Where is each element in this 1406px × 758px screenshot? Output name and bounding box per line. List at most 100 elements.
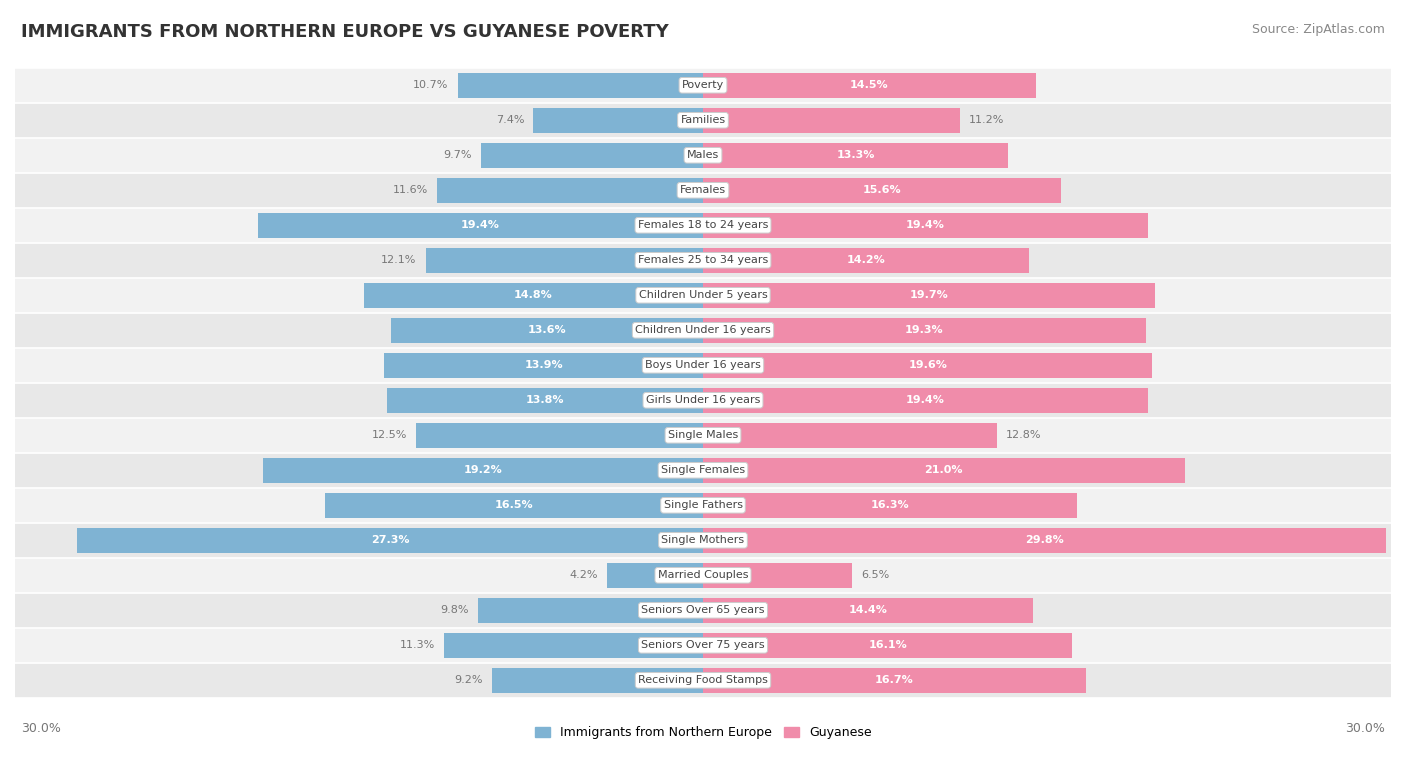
Text: Males: Males (688, 150, 718, 160)
Text: 19.2%: 19.2% (464, 465, 502, 475)
Bar (15, 173, 1391, 208)
Text: 4.2%: 4.2% (569, 570, 598, 581)
Text: Single Males: Single Males (668, 431, 738, 440)
Bar (15, 558, 1391, 593)
Bar (15, 348, 1391, 383)
Text: 13.3%: 13.3% (837, 150, 875, 160)
Text: 29.8%: 29.8% (1025, 535, 1064, 545)
Bar (703, 177, 1060, 203)
Bar (481, 143, 703, 168)
Bar (426, 248, 703, 273)
Text: 7.4%: 7.4% (496, 115, 524, 125)
Bar (15, 208, 1391, 243)
Text: 14.2%: 14.2% (846, 255, 886, 265)
Text: IMMIGRANTS FROM NORTHERN EUROPE VS GUYANESE POVERTY: IMMIGRANTS FROM NORTHERN EUROPE VS GUYAN… (21, 23, 669, 41)
Bar (457, 73, 703, 98)
Text: 16.1%: 16.1% (869, 641, 907, 650)
Bar (15, 103, 1391, 138)
Text: 19.3%: 19.3% (905, 325, 943, 335)
Bar (77, 528, 703, 553)
Bar (703, 352, 1153, 378)
Bar (703, 108, 960, 133)
Text: 30.0%: 30.0% (1346, 722, 1385, 735)
Bar (606, 562, 703, 588)
Text: Children Under 5 years: Children Under 5 years (638, 290, 768, 300)
Text: Children Under 16 years: Children Under 16 years (636, 325, 770, 335)
Text: 19.4%: 19.4% (905, 221, 945, 230)
Bar (416, 423, 703, 448)
Bar (325, 493, 703, 518)
Text: Females 18 to 24 years: Females 18 to 24 years (638, 221, 768, 230)
Text: 27.3%: 27.3% (371, 535, 409, 545)
Bar (259, 213, 703, 238)
Bar (703, 283, 1154, 308)
Bar (703, 528, 1386, 553)
Text: 19.6%: 19.6% (908, 360, 948, 371)
Bar (703, 562, 852, 588)
Text: 16.7%: 16.7% (875, 675, 914, 685)
Text: 21.0%: 21.0% (925, 465, 963, 475)
Text: 12.5%: 12.5% (371, 431, 408, 440)
Text: 19.4%: 19.4% (905, 395, 945, 406)
Bar (15, 383, 1391, 418)
Text: 14.4%: 14.4% (849, 606, 887, 615)
Text: Single Mothers: Single Mothers (661, 535, 745, 545)
Bar (15, 523, 1391, 558)
Text: 12.8%: 12.8% (1005, 431, 1042, 440)
Bar (15, 277, 1391, 313)
Text: 16.5%: 16.5% (495, 500, 533, 510)
Bar (478, 598, 703, 623)
Bar (703, 387, 1147, 413)
Text: 15.6%: 15.6% (862, 185, 901, 196)
Bar (703, 598, 1033, 623)
Text: Source: ZipAtlas.com: Source: ZipAtlas.com (1251, 23, 1385, 36)
Bar (15, 593, 1391, 628)
Bar (444, 633, 703, 658)
Legend: Immigrants from Northern Europe, Guyanese: Immigrants from Northern Europe, Guyanes… (530, 721, 876, 744)
Text: 13.8%: 13.8% (526, 395, 564, 406)
Text: Married Couples: Married Couples (658, 570, 748, 581)
Text: 6.5%: 6.5% (862, 570, 890, 581)
Bar (703, 248, 1029, 273)
Text: 11.2%: 11.2% (969, 115, 1004, 125)
Text: 10.7%: 10.7% (413, 80, 449, 90)
Text: 16.3%: 16.3% (870, 500, 910, 510)
Bar (703, 423, 997, 448)
Bar (263, 458, 703, 483)
Text: Seniors Over 75 years: Seniors Over 75 years (641, 641, 765, 650)
Text: 14.8%: 14.8% (515, 290, 553, 300)
Text: 12.1%: 12.1% (381, 255, 416, 265)
Bar (703, 73, 1036, 98)
Bar (15, 628, 1391, 662)
Bar (703, 493, 1077, 518)
Bar (703, 668, 1085, 693)
Bar (15, 453, 1391, 488)
Text: Poverty: Poverty (682, 80, 724, 90)
Text: 14.5%: 14.5% (851, 80, 889, 90)
Bar (384, 352, 703, 378)
Bar (15, 418, 1391, 453)
Text: Families: Families (681, 115, 725, 125)
Text: Single Fathers: Single Fathers (664, 500, 742, 510)
Text: 19.4%: 19.4% (461, 221, 501, 230)
Text: 9.2%: 9.2% (454, 675, 482, 685)
Bar (15, 488, 1391, 523)
Bar (15, 67, 1391, 103)
Bar (15, 662, 1391, 698)
Text: Females: Females (681, 185, 725, 196)
Bar (703, 143, 1008, 168)
Text: Females 25 to 34 years: Females 25 to 34 years (638, 255, 768, 265)
Text: 11.3%: 11.3% (399, 641, 434, 650)
Text: 19.7%: 19.7% (910, 290, 948, 300)
Text: 9.7%: 9.7% (443, 150, 471, 160)
Bar (15, 138, 1391, 173)
Bar (364, 283, 703, 308)
Text: Seniors Over 65 years: Seniors Over 65 years (641, 606, 765, 615)
Bar (703, 318, 1146, 343)
Text: 9.8%: 9.8% (440, 606, 470, 615)
Text: Boys Under 16 years: Boys Under 16 years (645, 360, 761, 371)
Bar (533, 108, 703, 133)
Bar (437, 177, 703, 203)
Bar (703, 458, 1185, 483)
Text: Girls Under 16 years: Girls Under 16 years (645, 395, 761, 406)
